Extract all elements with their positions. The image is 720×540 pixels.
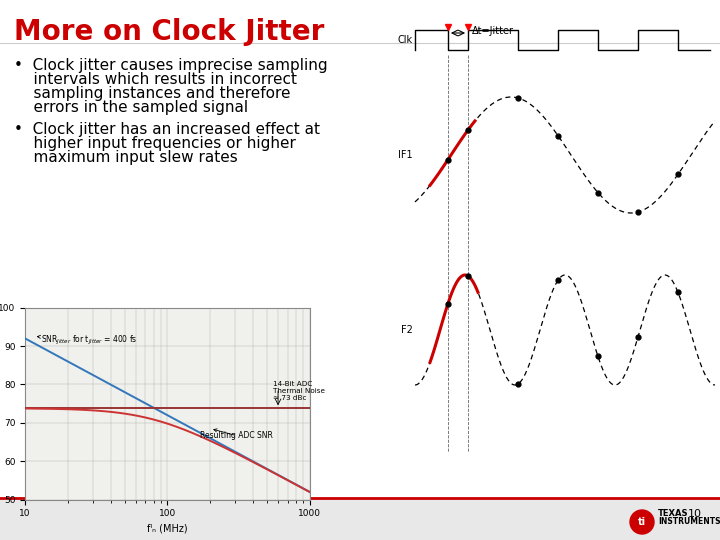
Text: IF1: IF1	[398, 150, 413, 160]
Text: ti: ti	[638, 517, 646, 527]
Text: higher input frequencies or higher: higher input frequencies or higher	[14, 136, 296, 151]
Text: maximum input slew rates: maximum input slew rates	[14, 150, 238, 165]
Text: SNR$_{Jitter}$ for t$_{Jitter}$ = 400 fs: SNR$_{Jitter}$ for t$_{Jitter}$ = 400 fs	[37, 334, 138, 347]
Circle shape	[630, 510, 654, 534]
Text: Clk: Clk	[398, 35, 413, 45]
Text: Δt=Jitter: Δt=Jitter	[472, 26, 514, 36]
Bar	[0, 498, 720, 540]
Text: INSTRUMENTS: INSTRUMENTS	[658, 517, 720, 526]
Text: Resulting ADC SNR: Resulting ADC SNR	[200, 429, 273, 440]
Text: TEXAS: TEXAS	[658, 509, 688, 518]
Text: intervals which results in incorrect: intervals which results in incorrect	[14, 72, 297, 87]
Text: F2: F2	[401, 325, 413, 335]
Text: 10: 10	[688, 509, 702, 519]
Text: •  Clock jitter has an increased effect at: • Clock jitter has an increased effect a…	[14, 122, 320, 137]
Text: 14-Bit ADC
Thermal Noise
≈ 73 dBc: 14-Bit ADC Thermal Noise ≈ 73 dBc	[273, 381, 325, 401]
Text: •  Clock jitter causes imprecise sampling: • Clock jitter causes imprecise sampling	[14, 58, 328, 73]
X-axis label: fᴵₙ (MHz): fᴵₙ (MHz)	[147, 524, 188, 534]
Text: More on Clock Jitter: More on Clock Jitter	[14, 18, 325, 46]
Text: sampling instances and therefore: sampling instances and therefore	[14, 86, 290, 101]
Text: errors in the sampled signal: errors in the sampled signal	[14, 100, 248, 115]
